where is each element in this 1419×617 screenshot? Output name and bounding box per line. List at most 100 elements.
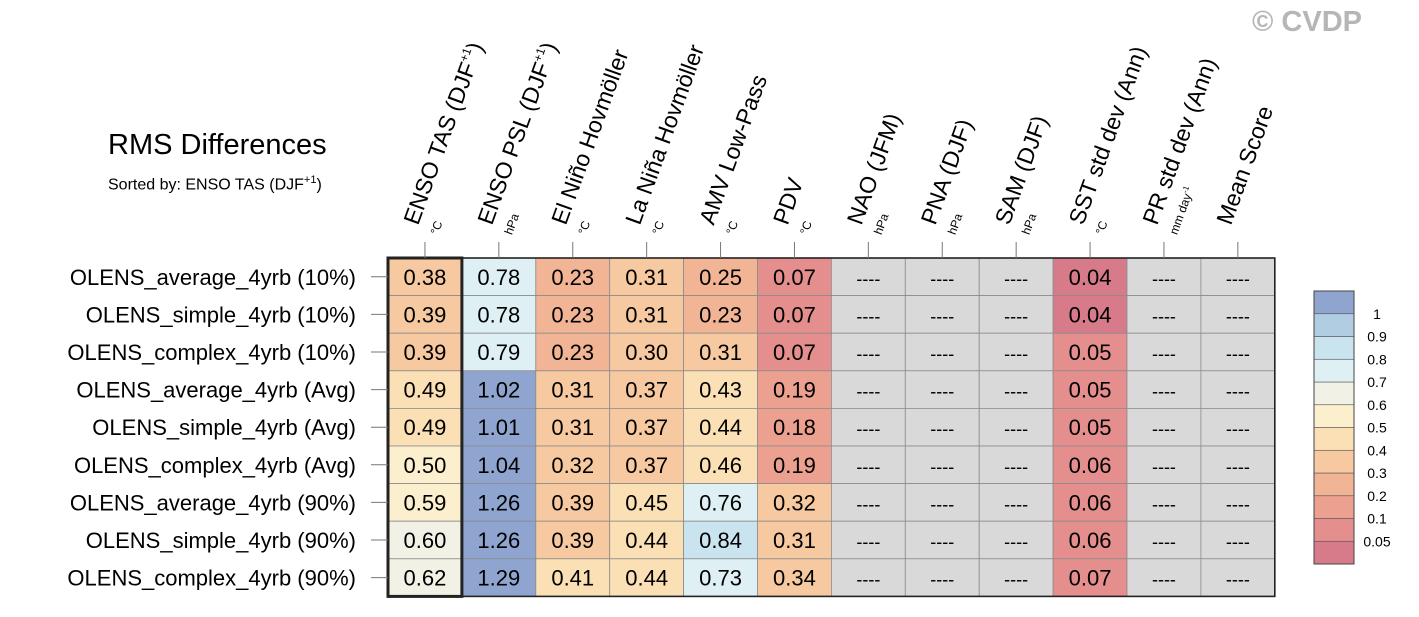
- heatmap-cell: [904, 257, 980, 296]
- column-header: NAO (JFM)hPa: [842, 110, 906, 237]
- heatmap-cell: [1200, 407, 1276, 447]
- cell-value-label: 0.07: [773, 265, 816, 290]
- cell-missing-label: ----: [1226, 344, 1250, 364]
- heatmap-cell: [609, 445, 685, 484]
- cell-value-label: 0.37: [625, 378, 668, 403]
- heatmap-cell: [1052, 370, 1128, 409]
- cell-missing-label: ----: [930, 344, 954, 364]
- cell-missing-label: ----: [1004, 570, 1028, 590]
- heatmap-cell: [1052, 558, 1128, 597]
- cell-value-label: 0.79: [477, 340, 520, 365]
- heatmap-cell: [535, 332, 611, 372]
- column-label: ENSO PSL (DJF+1): [472, 39, 562, 228]
- colorbar-swatch: [1313, 404, 1355, 428]
- heatmap-cell: [1200, 520, 1276, 560]
- cell-value-label: 0.39: [551, 528, 594, 553]
- row-label: OLENS_complex_4yrb (Avg): [74, 453, 356, 478]
- cell-missing-label: ----: [1004, 382, 1028, 402]
- colorbar-tick-label: 0.3: [1367, 465, 1387, 481]
- chart-subtitle: Sorted by: ENSO TAS (DJF+1): [108, 170, 327, 195]
- heatmap-cell: [1052, 407, 1128, 447]
- cell-value-label: 0.06: [1069, 490, 1112, 515]
- row-label: OLENS_simple_4yrb (Avg): [92, 415, 356, 440]
- cell-value-label: 1.26: [477, 490, 520, 515]
- heatmap-cell: [904, 520, 980, 560]
- cell-value-label: 0.32: [551, 453, 594, 478]
- cell-value-label: 0.23: [551, 302, 594, 327]
- cell-missing-label: ----: [930, 570, 954, 590]
- cell-value-label: 1.01: [477, 415, 520, 440]
- heatmap-cell: [1200, 295, 1276, 334]
- column-label-superscript: +1: [530, 46, 548, 64]
- heatmap-cell: [461, 332, 537, 372]
- colorbar-tick-label: 0.05: [1363, 533, 1390, 549]
- heatmap-cell: [387, 558, 463, 597]
- heatmap-cell: [387, 332, 463, 372]
- cell-missing-label: ----: [1226, 570, 1250, 590]
- cell-value-label: 0.49: [404, 378, 447, 403]
- heatmap-cell: [831, 332, 906, 372]
- cell-value-label: 0.41: [551, 566, 594, 591]
- colorbar-swatch: [1313, 427, 1355, 451]
- cell-value-label: 0.31: [699, 340, 742, 365]
- cell-value-label: 0.25: [699, 265, 742, 290]
- column-label: SST std dev (Ann): [1063, 43, 1152, 228]
- cell-value-label: 0.32: [773, 490, 816, 515]
- cell-missing-label: ----: [930, 269, 954, 289]
- colorbar-tick-label: 0.7: [1367, 374, 1387, 390]
- heatmap-cell: [978, 257, 1054, 296]
- cell-missing-label: ----: [856, 457, 880, 477]
- cell-missing-label: ----: [1152, 570, 1176, 590]
- row-label: OLENS_complex_4yrb (10%): [67, 340, 356, 365]
- colorbar-swatch: [1313, 381, 1355, 406]
- cell-value-label: 0.37: [625, 415, 668, 440]
- column-label: PNA (DJF): [916, 116, 978, 228]
- cell-missing-label: ----: [1152, 306, 1176, 326]
- column-unit: °C: [575, 219, 593, 237]
- cell-value-label: 0.50: [404, 453, 447, 478]
- heatmap-cell: [609, 332, 685, 372]
- column-unit: °C: [797, 219, 815, 237]
- cell-missing-label: ----: [1004, 419, 1028, 439]
- column-unit: °C: [649, 219, 667, 237]
- column-unit: hPa: [1019, 211, 1040, 236]
- cell-missing-label: ----: [1004, 457, 1028, 477]
- heatmap-cell: [904, 558, 980, 597]
- cell-value-label: 0.78: [477, 265, 520, 290]
- heatmap-cell: [609, 295, 685, 334]
- heatmap-cell: [757, 407, 832, 447]
- colorbar-swatch: [1313, 290, 1355, 315]
- cell-value-label: 0.23: [699, 302, 742, 327]
- cell-missing-label: ----: [930, 457, 954, 477]
- column-label: AMV Low-Pass: [694, 71, 772, 228]
- cell-value-label: 0.31: [773, 528, 816, 553]
- heatmap-cell: [1200, 257, 1276, 296]
- subtitle-close: ): [316, 176, 322, 194]
- column-unit-superscript: -1: [1180, 184, 1191, 194]
- column-header: PNA (DJF)hPa: [916, 116, 978, 237]
- heatmap-cell: [978, 445, 1054, 484]
- heatmap-cell: [683, 445, 758, 484]
- row-label: OLENS_average_4yrb (10%): [70, 265, 356, 290]
- colorbar-tick-label: 0.4: [1367, 442, 1387, 458]
- row-label: OLENS_average_4yrb (90%): [70, 490, 356, 515]
- heatmap-cell: [757, 445, 832, 484]
- column-unit: °C: [723, 219, 741, 237]
- heatmap-cell: [757, 332, 832, 372]
- cell-value-label: 0.31: [625, 302, 668, 327]
- heatmap-cell: [387, 520, 463, 560]
- row-label: OLENS_simple_4yrb (90%): [86, 528, 356, 553]
- cell-missing-label: ----: [856, 494, 880, 514]
- cell-value-label: 0.45: [625, 490, 668, 515]
- colorbar-swatch: [1313, 540, 1355, 565]
- colorbar-swatch: [1313, 358, 1355, 383]
- cell-value-label: 0.05: [1069, 415, 1112, 440]
- subtitle-text: Sorted by: ENSO TAS (DJF: [108, 176, 304, 194]
- heatmap-cell: [535, 407, 611, 447]
- cell-value-label: 0.84: [699, 528, 742, 553]
- row-label: OLENS_simple_4yrb (10%): [86, 302, 356, 327]
- cell-missing-label: ----: [856, 269, 880, 289]
- cell-value-label: 0.37: [625, 453, 668, 478]
- heatmap-cell: [978, 332, 1054, 372]
- cell-value-label: 0.76: [699, 490, 742, 515]
